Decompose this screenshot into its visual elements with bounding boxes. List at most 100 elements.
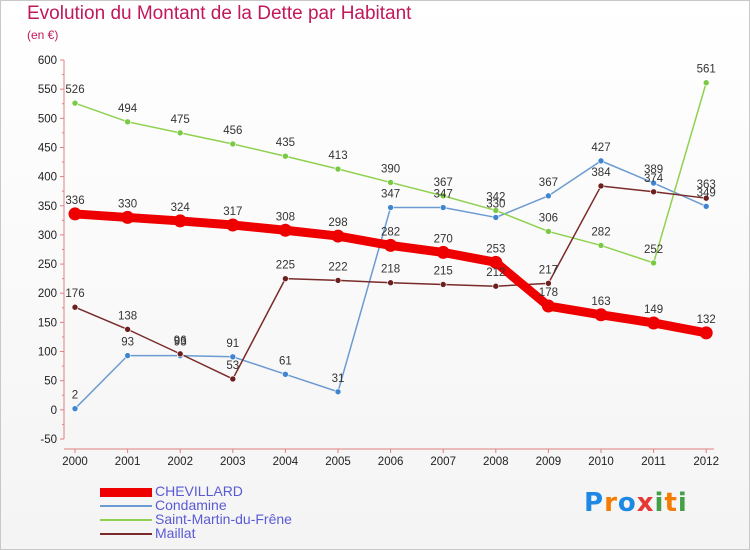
data-point-saint-martin-du-frene bbox=[334, 165, 342, 173]
data-point-saint-martin-du-frene bbox=[702, 79, 710, 87]
legend-swatch bbox=[100, 519, 152, 521]
data-label-maillat: 374 bbox=[644, 173, 664, 185]
legend-swatch bbox=[100, 505, 152, 507]
data-label-saint-martin-du-frene: 342 bbox=[486, 191, 505, 203]
data-label-condamine: 347 bbox=[381, 189, 400, 201]
x-tick-label: 2012 bbox=[693, 456, 719, 468]
legend-label: Saint-Martin-du-Frêne bbox=[155, 511, 292, 527]
data-point-condamine bbox=[650, 179, 657, 187]
logo-letter: r bbox=[604, 488, 618, 518]
data-point-saint-martin-du-frene bbox=[229, 140, 237, 148]
data-point-maillat bbox=[334, 277, 342, 284]
data-point-maillat bbox=[229, 375, 237, 383]
data-point-chevillard bbox=[173, 214, 187, 228]
data-label-maillat: 53 bbox=[226, 360, 239, 372]
data-label-chevillard: 163 bbox=[591, 296, 610, 308]
data-point-chevillard bbox=[121, 210, 135, 224]
legend-label: Condamine bbox=[155, 497, 227, 513]
data-label-saint-martin-du-frene: 561 bbox=[697, 64, 716, 76]
y-tick-label: 350 bbox=[38, 201, 57, 213]
data-point-maillat bbox=[387, 279, 394, 287]
data-label-condamine: 31 bbox=[332, 373, 345, 385]
y-tick-label: 150 bbox=[38, 317, 57, 329]
x-tick-label: 2011 bbox=[641, 456, 666, 468]
data-point-maillat bbox=[492, 282, 500, 290]
data-label-maillat: 218 bbox=[381, 264, 400, 276]
data-point-condamine bbox=[124, 352, 131, 359]
data-point-saint-martin-du-frene bbox=[124, 118, 131, 126]
data-point-saint-martin-du-frene bbox=[387, 179, 394, 186]
data-label-condamine: 2 bbox=[72, 390, 78, 402]
logo-letter: P bbox=[584, 488, 605, 518]
x-tick-label: 2001 bbox=[115, 456, 141, 468]
data-point-maillat bbox=[176, 350, 184, 358]
data-label-chevillard: 330 bbox=[118, 198, 137, 210]
y-tick-label: 400 bbox=[38, 172, 57, 184]
data-point-saint-martin-du-frene bbox=[597, 242, 605, 249]
data-label-chevillard: 317 bbox=[223, 206, 242, 218]
x-tick-label: 2002 bbox=[167, 456, 193, 468]
data-label-chevillard: 149 bbox=[644, 304, 663, 316]
data-label-condamine: 367 bbox=[539, 177, 558, 189]
data-point-chevillard bbox=[594, 308, 608, 322]
data-point-saint-martin-du-frene bbox=[545, 228, 552, 235]
data-point-condamine bbox=[229, 353, 237, 361]
data-label-saint-martin-du-frene: 413 bbox=[328, 150, 347, 162]
data-point-condamine bbox=[282, 370, 289, 378]
data-point-maillat bbox=[545, 280, 552, 287]
x-tick-label: 2007 bbox=[430, 456, 456, 468]
data-label-chevillard: 253 bbox=[486, 243, 505, 255]
x-tick-label: 2000 bbox=[62, 456, 88, 468]
data-label-chevillard: 308 bbox=[276, 211, 295, 223]
data-point-maillat bbox=[650, 188, 657, 196]
data-label-condamine: 427 bbox=[591, 142, 610, 154]
chart-title: Evolution du Montant de la Dette par Hab… bbox=[27, 3, 412, 24]
data-point-condamine bbox=[71, 405, 79, 412]
data-label-chevillard: 132 bbox=[697, 314, 716, 326]
x-tick-label: 2009 bbox=[536, 456, 562, 468]
data-point-maillat bbox=[702, 194, 710, 202]
data-label-condamine: 91 bbox=[226, 338, 239, 350]
data-label-maillat: 384 bbox=[591, 167, 611, 179]
data-label-condamine: 389 bbox=[644, 164, 663, 176]
logo-letter: i bbox=[677, 488, 688, 518]
data-point-condamine bbox=[387, 204, 394, 211]
data-point-chevillard bbox=[226, 218, 240, 232]
data-point-maillat bbox=[282, 275, 289, 282]
legend-swatch bbox=[100, 533, 152, 535]
data-point-condamine bbox=[597, 157, 605, 165]
data-label-condamine: 93 bbox=[121, 337, 134, 349]
data-point-condamine bbox=[702, 203, 710, 210]
y-tick-label: 600 bbox=[38, 55, 57, 67]
data-label-maillat: 212 bbox=[486, 267, 505, 279]
data-label-maillat: 96 bbox=[174, 335, 187, 347]
data-label-saint-martin-du-frene: 494 bbox=[118, 103, 138, 115]
data-point-chevillard bbox=[331, 229, 345, 243]
data-label-maillat: 363 bbox=[697, 179, 716, 191]
x-tick-label: 2004 bbox=[273, 456, 299, 468]
data-point-chevillard bbox=[647, 316, 661, 330]
y-tick-label: 500 bbox=[38, 113, 57, 125]
data-label-maillat: 215 bbox=[434, 265, 453, 277]
data-point-saint-martin-du-frene bbox=[282, 152, 289, 160]
x-tick-label: 2005 bbox=[325, 456, 351, 468]
x-tick-label: 2008 bbox=[483, 456, 509, 468]
data-point-saint-martin-du-frene bbox=[71, 99, 79, 107]
data-point-chevillard bbox=[436, 245, 450, 259]
y-tick-label: 200 bbox=[38, 288, 57, 300]
logo-letter: x bbox=[636, 488, 655, 518]
data-label-maillat: 176 bbox=[65, 288, 84, 300]
logo-letter: o bbox=[617, 488, 637, 518]
data-point-saint-martin-du-frene bbox=[176, 129, 184, 137]
data-point-condamine bbox=[439, 204, 447, 211]
x-tick-label: 2010 bbox=[588, 456, 614, 468]
data-point-saint-martin-du-frene bbox=[650, 259, 657, 267]
data-point-chevillard bbox=[278, 223, 292, 237]
data-point-chevillard bbox=[489, 255, 503, 269]
data-label-chevillard: 270 bbox=[434, 233, 453, 245]
data-point-maillat bbox=[71, 303, 79, 311]
logo-letter: t bbox=[664, 488, 678, 518]
data-label-chevillard: 178 bbox=[539, 287, 558, 299]
